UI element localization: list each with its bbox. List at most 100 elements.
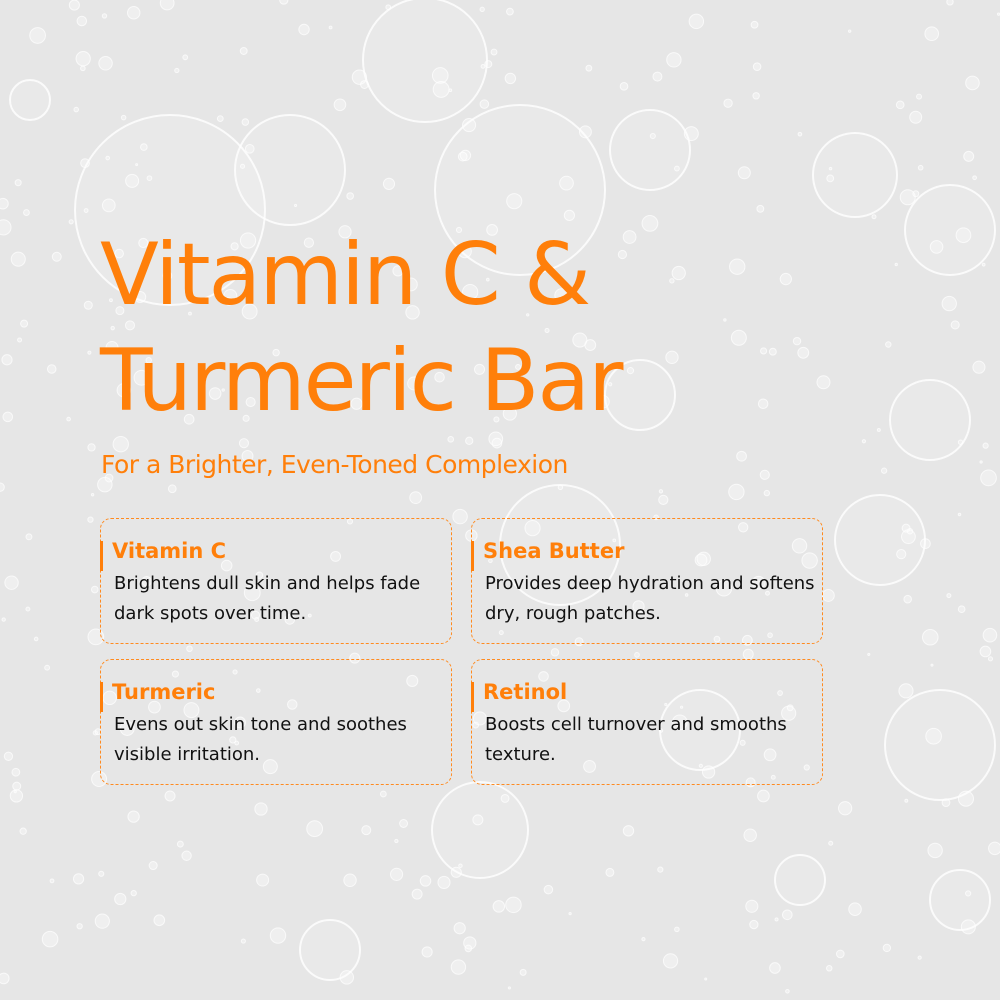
- bubble: [407, 376, 422, 391]
- bubble: [141, 576, 152, 587]
- ingredient-card-turmeric: Turmeric Evens out skin tone and soothes…: [100, 659, 452, 785]
- bubble: [921, 628, 939, 646]
- bubble: [10, 251, 26, 267]
- bubble: [434, 104, 606, 276]
- bubble: [127, 6, 141, 20]
- bubble: [361, 825, 372, 836]
- bubble: [98, 56, 113, 71]
- bubble: [901, 529, 916, 545]
- bubble: [683, 126, 699, 142]
- bubble: [176, 840, 184, 848]
- bubble: [605, 867, 615, 877]
- bubble: [1, 354, 13, 366]
- bubble: [757, 398, 769, 410]
- bubble: [917, 955, 922, 960]
- bubble: [713, 635, 721, 643]
- bubble: [662, 953, 679, 969]
- bubble: [174, 67, 180, 74]
- bubble: [502, 406, 517, 421]
- bubble: [498, 630, 504, 636]
- bubble: [634, 652, 640, 658]
- bubble: [272, 348, 280, 357]
- bubble: [617, 249, 628, 260]
- bubble: [659, 689, 741, 771]
- bubble: [770, 774, 776, 780]
- bubble: [216, 115, 224, 122]
- bubble: [419, 875, 432, 887]
- bubble: [472, 814, 484, 826]
- bubble: [379, 790, 387, 798]
- bubble: [917, 164, 924, 171]
- bubble: [148, 860, 158, 871]
- bubble: [73, 106, 79, 113]
- bubble: [694, 553, 708, 567]
- bubble: [14, 179, 22, 187]
- bubble: [506, 7, 514, 16]
- card-body: Evens out skin tone and soothes visible …: [114, 714, 407, 765]
- bubble: [299, 919, 361, 981]
- bubble: [507, 986, 511, 990]
- bubble: [801, 552, 818, 569]
- bubble: [658, 728, 664, 733]
- bubble: [182, 54, 189, 61]
- bubble: [29, 27, 46, 44]
- bubble: [491, 437, 503, 449]
- bubble: [484, 60, 493, 69]
- bubble: [437, 875, 451, 889]
- bubble: [51, 251, 62, 262]
- bubble: [68, 219, 74, 225]
- bubble: [4, 575, 19, 590]
- bubble: [473, 363, 486, 375]
- bubble: [9, 79, 51, 121]
- bubble: [715, 580, 733, 597]
- bubble: [544, 327, 550, 333]
- bubble: [641, 214, 659, 232]
- bubble: [519, 968, 527, 976]
- bubble: [566, 289, 573, 295]
- bubble: [729, 258, 746, 275]
- bubble: [506, 193, 523, 210]
- bubble: [828, 840, 834, 846]
- bubble: [960, 919, 976, 935]
- bubble: [0, 219, 12, 236]
- bubble: [972, 360, 986, 374]
- bubble: [688, 13, 705, 30]
- bubble: [44, 664, 51, 671]
- bubble: [723, 98, 733, 108]
- bubble: [101, 13, 108, 19]
- bubble: [779, 272, 792, 286]
- bubble: [765, 590, 770, 596]
- bubble: [255, 571, 264, 579]
- bubble: [982, 627, 998, 643]
- bubble: [728, 483, 745, 501]
- bubble: [777, 690, 783, 696]
- bubble: [980, 469, 997, 487]
- bubble: [284, 614, 296, 625]
- bubble: [83, 300, 93, 310]
- bubble: [472, 711, 487, 726]
- bubble: [759, 469, 770, 480]
- bubble: [882, 943, 892, 953]
- bubble: [861, 439, 867, 444]
- bubble: [743, 828, 757, 842]
- bubble: [120, 114, 127, 121]
- bubble: [346, 192, 354, 200]
- bubble: [946, 593, 952, 599]
- bubble: [867, 652, 871, 656]
- bubble: [256, 873, 270, 887]
- bubble: [232, 669, 238, 675]
- bubble: [140, 143, 148, 151]
- bubble: [671, 714, 688, 731]
- bubble: [768, 347, 777, 356]
- bubble: [303, 237, 315, 248]
- bubble: [684, 593, 689, 597]
- bubble: [360, 80, 369, 89]
- bubble: [11, 767, 21, 777]
- bubble: [238, 438, 250, 449]
- bubble: [90, 493, 95, 497]
- bubble: [3, 751, 14, 761]
- bubble: [698, 763, 703, 768]
- bubble: [394, 838, 399, 844]
- bubble: [847, 29, 852, 33]
- bubble: [221, 388, 225, 392]
